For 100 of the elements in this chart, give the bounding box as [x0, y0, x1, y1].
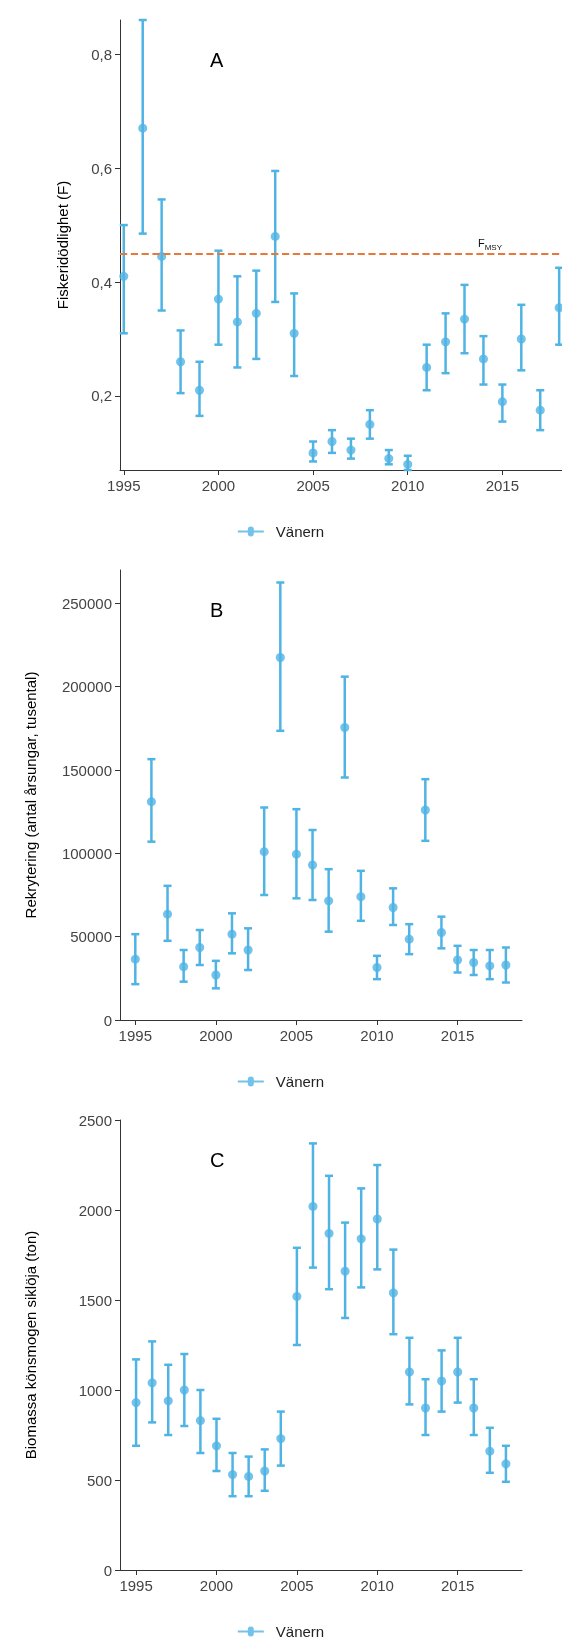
point [404, 1367, 414, 1377]
point [453, 1367, 463, 1377]
y-tick-label: 200000 [61, 678, 112, 696]
point [308, 1201, 318, 1211]
y-tick-label: 0,6 [91, 159, 112, 177]
y-tick-label: 1500 [78, 1291, 112, 1309]
point [130, 954, 140, 964]
point [243, 945, 253, 955]
y-tick-label: 0 [103, 1561, 112, 1579]
point [308, 860, 318, 870]
point [501, 960, 511, 970]
y-tick-label: 250000 [61, 594, 112, 612]
point [227, 929, 237, 939]
point [356, 892, 366, 902]
x-tick-label: 2005 [279, 1027, 314, 1044]
x-tick-label: 2010 [360, 1027, 394, 1044]
point [478, 354, 488, 364]
legend-label: Vänern [275, 523, 325, 540]
point [163, 1396, 173, 1406]
point [292, 1291, 302, 1301]
point [275, 653, 285, 662]
point [421, 1403, 431, 1413]
point [179, 962, 189, 972]
x-tick-label: 2000 [199, 1027, 233, 1044]
point [213, 294, 223, 304]
point [131, 1398, 141, 1408]
y-tick-label: 0,4 [91, 273, 112, 291]
point [485, 1446, 495, 1456]
point [340, 1266, 350, 1276]
x-tick-label: 2015 [485, 477, 520, 494]
y-tick-label: 0,2 [91, 387, 112, 405]
point [365, 419, 375, 429]
point [289, 328, 299, 338]
point [228, 1470, 238, 1480]
y-tick-label: 500 [86, 1471, 112, 1489]
point [535, 405, 545, 415]
point [422, 362, 432, 372]
point [211, 970, 221, 980]
ref-line-label: F$_{MSY}$ [477, 236, 502, 252]
point [516, 334, 526, 344]
x-tick-label: 2000 [199, 1577, 234, 1594]
x-tick-label: 2010 [391, 477, 425, 494]
point [436, 928, 446, 937]
point [469, 1403, 479, 1413]
point [270, 231, 280, 241]
y-axis-title: Rekrytering (antal årsungar, tusental) [22, 671, 39, 919]
point [259, 847, 269, 857]
point [163, 909, 173, 919]
annotation: A [210, 49, 224, 71]
y-tick-label: 0,8 [91, 45, 112, 63]
point [195, 1416, 205, 1426]
point [211, 1441, 221, 1451]
x-tick-label: 2005 [296, 477, 330, 494]
x-tick-label: 1995 [119, 1577, 153, 1594]
point [437, 1376, 447, 1386]
point [324, 1228, 334, 1238]
point [251, 308, 261, 318]
y-tick-label: 100000 [61, 844, 112, 862]
point [179, 1385, 189, 1395]
point [404, 934, 414, 944]
point [119, 271, 129, 281]
y-axis-title: Biomassa könsmogen siklöja (ton) [22, 1230, 39, 1460]
point [176, 357, 186, 367]
x-tick-label: 1995 [107, 477, 141, 494]
point [291, 849, 301, 859]
point [195, 943, 205, 952]
y-axis-title: Fiskeridödlighet (F) [54, 180, 71, 310]
point [244, 1471, 254, 1481]
point [146, 797, 156, 807]
x-tick-label: 2015 [440, 1577, 475, 1594]
y-tick-label: 2500 [78, 1111, 112, 1129]
legend-label: Vänern [275, 1073, 325, 1090]
point [260, 1466, 270, 1476]
point [485, 961, 495, 971]
y-tick-label: 150000 [61, 761, 112, 779]
point [453, 955, 463, 965]
x-tick-label: 1995 [118, 1027, 152, 1044]
x-tick-label: 2005 [280, 1577, 314, 1594]
point [372, 1214, 382, 1224]
x-tick-label: 2000 [201, 477, 236, 494]
point [340, 723, 350, 732]
point [460, 314, 470, 324]
point [497, 397, 507, 407]
legend-label: Vänern [275, 1623, 325, 1640]
point [501, 1459, 511, 1469]
point [384, 454, 394, 464]
y-tick-label: 0 [103, 1011, 112, 1029]
y-tick-label: 2000 [78, 1201, 112, 1219]
x-tick-label: 2015 [440, 1027, 475, 1044]
x-tick-label: 2010 [360, 1577, 394, 1594]
point [232, 317, 242, 327]
point [469, 958, 479, 967]
point [388, 1288, 398, 1298]
point [147, 1378, 157, 1388]
point [372, 963, 382, 972]
point [138, 123, 148, 133]
y-tick-label: 50000 [70, 928, 112, 946]
point [346, 445, 356, 455]
point [356, 1234, 366, 1244]
point [324, 896, 334, 906]
